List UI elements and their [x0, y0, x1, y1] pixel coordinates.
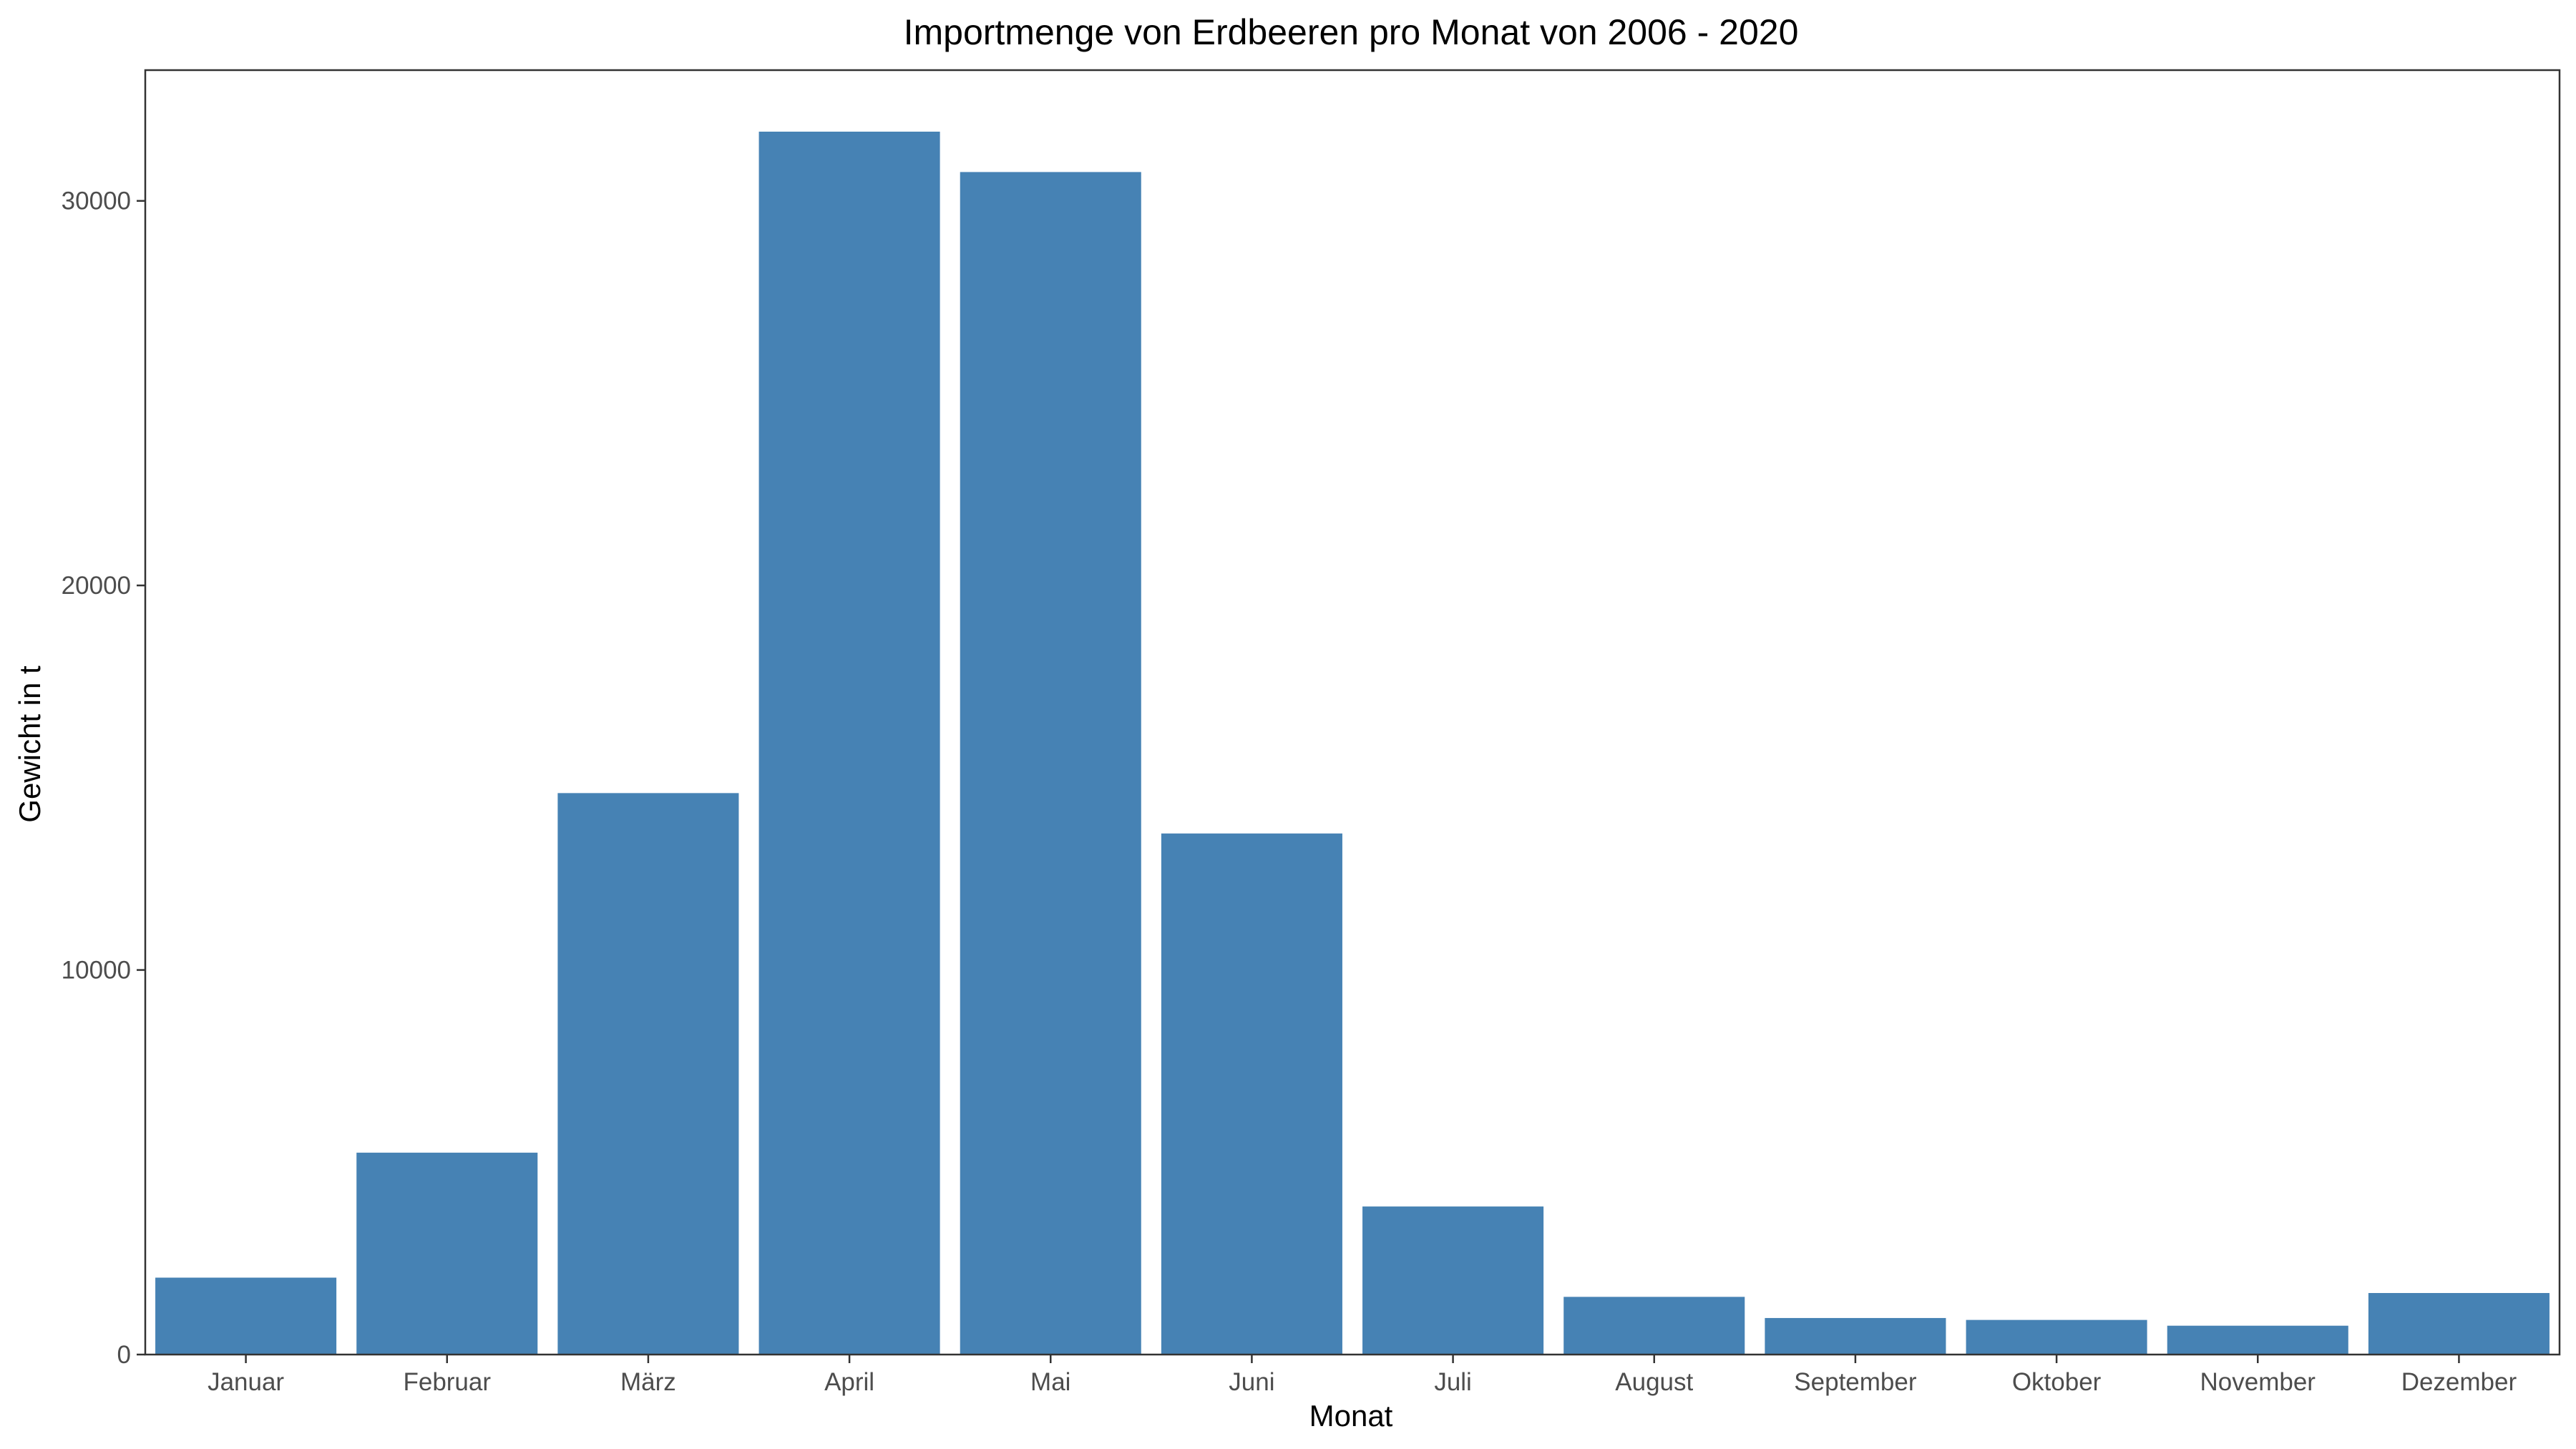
bar-5 [960, 172, 1141, 1355]
bars-group [155, 131, 2550, 1355]
x-axis-title: Monat [1309, 1399, 1393, 1433]
x-tick-label: August [1615, 1368, 1693, 1396]
bar-2 [356, 1152, 538, 1355]
x-tick-label: Juni [1229, 1368, 1274, 1396]
x-tick-label: Oktober [2012, 1368, 2102, 1396]
y-tick-label: 20000 [62, 572, 131, 600]
bar-6 [1161, 833, 1342, 1355]
x-axis: Januar Februar März April Mai Juni Juli August S… [208, 1355, 2517, 1396]
bar-1 [155, 1277, 337, 1355]
y-axis-title: Gewicht in t [13, 665, 47, 823]
bar-11 [2167, 1325, 2348, 1355]
y-tick-label: 30000 [62, 187, 131, 215]
x-tick-label: Mai [1030, 1368, 1070, 1396]
x-tick-label: April [824, 1368, 874, 1396]
y-axis: 0 10000 20000 30000 [62, 187, 145, 1369]
plot-panel [144, 69, 2561, 1356]
x-tick-label: Dezember [2401, 1368, 2517, 1396]
x-tick-label: November [2200, 1368, 2316, 1396]
bar-8 [1563, 1297, 1745, 1355]
x-tick-label: September [1794, 1368, 1917, 1396]
x-tick-label: März [620, 1368, 676, 1396]
x-tick-label: Juli [1434, 1368, 1472, 1396]
bar-12 [2368, 1293, 2550, 1355]
y-tick-label: 0 [117, 1341, 131, 1369]
x-tick-label: Januar [208, 1368, 284, 1396]
bar-3 [557, 793, 739, 1355]
bar-10 [1966, 1319, 2147, 1355]
y-tick-label: 10000 [62, 957, 131, 985]
bar-7 [1362, 1206, 1544, 1355]
bar-4 [758, 131, 940, 1355]
chart-title: Importmenge von Erdbeeren pro Monat von … [904, 12, 1799, 52]
bar-9 [1765, 1317, 1946, 1355]
x-tick-label: Februar [403, 1368, 491, 1396]
